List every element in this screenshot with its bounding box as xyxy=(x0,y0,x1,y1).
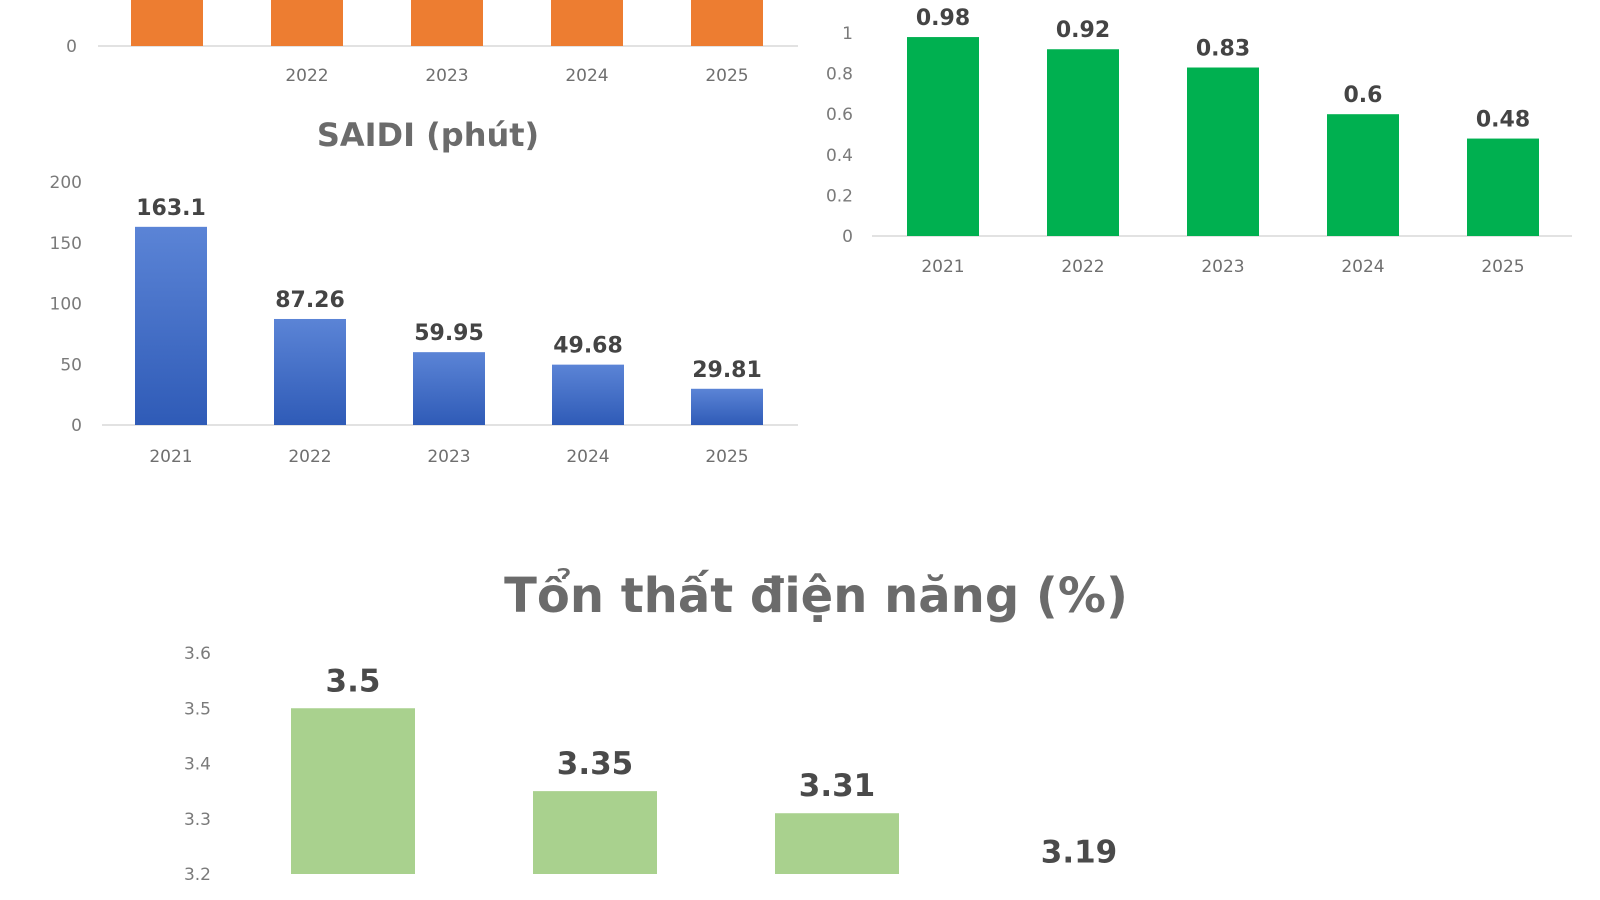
loss-y-tick: 3.5 xyxy=(184,699,211,719)
saidi-data-label: 163.1 xyxy=(136,196,206,221)
green-bar xyxy=(907,37,979,237)
saidi-bar xyxy=(691,388,763,425)
green-x-tick: 2021 xyxy=(921,257,964,277)
saidi-data-label: 49.68 xyxy=(553,334,623,359)
loss-y-tick: 3.3 xyxy=(184,810,211,830)
saidi-y-tick: 50 xyxy=(60,355,82,375)
saidi-data-label: 59.95 xyxy=(414,321,484,346)
orange-x-tick: 2023 xyxy=(425,66,468,86)
loss-data-label: 3.31 xyxy=(799,768,876,804)
orange-bar xyxy=(551,0,623,46)
loss-y-tick: 3.4 xyxy=(184,755,211,775)
saidi-x-tick: 2025 xyxy=(705,447,748,467)
green-data-label: 0.98 xyxy=(916,6,970,31)
saidi-bar xyxy=(552,364,624,425)
saidi-bar-chart: 0 50 100 150 200 163.1 2021 87.26 2022 59.95 2023 4… xyxy=(50,173,798,467)
saidi-y-tick: 200 xyxy=(50,173,82,193)
orange-bar-chart: 0 2022 2023 2024 2025 xyxy=(66,0,798,86)
green-bar xyxy=(1467,138,1539,236)
green-y-tick: 0.4 xyxy=(826,146,853,166)
saidi-y-tick: 0 xyxy=(71,416,82,436)
orange-bar xyxy=(411,0,483,46)
loss-data-label: 3.19 xyxy=(1041,835,1118,871)
saidi-x-tick: 2021 xyxy=(149,447,192,467)
green-data-label: 0.92 xyxy=(1056,18,1110,43)
orange-x-tick: 2022 xyxy=(285,66,328,86)
orange-y-tick: 0 xyxy=(66,37,77,57)
loss-bar xyxy=(291,708,415,874)
loss-bar xyxy=(775,813,899,874)
saidi-bar xyxy=(413,352,485,425)
saidi-data-label: 29.81 xyxy=(692,358,762,383)
green-bar xyxy=(1327,114,1399,236)
loss-bar xyxy=(533,791,657,874)
loss-chart-title: Tổn thất điện năng (%) xyxy=(504,568,1128,624)
saidi-chart-title: SAIDI (phút) xyxy=(317,116,539,154)
loss-data-label: 3.5 xyxy=(326,663,381,699)
green-x-tick: 2024 xyxy=(1341,257,1384,277)
loss-y-tick: 3.2 xyxy=(184,865,211,885)
green-data-label: 0.48 xyxy=(1476,108,1530,133)
saidi-x-tick: 2022 xyxy=(288,447,331,467)
green-bar xyxy=(1047,49,1119,236)
orange-bar xyxy=(691,0,763,46)
orange-bar xyxy=(271,0,343,46)
green-bar-chart: 0 0.2 0.4 0.6 0.8 1 0.98 2021 0.92 2022 0.83 2023 0.… xyxy=(826,6,1572,277)
green-data-label: 0.6 xyxy=(1344,83,1383,108)
saidi-y-tick: 100 xyxy=(50,295,82,315)
green-x-tick: 2025 xyxy=(1481,257,1524,277)
green-y-tick: 0.2 xyxy=(826,186,853,206)
saidi-x-tick: 2024 xyxy=(566,447,609,467)
saidi-y-tick: 150 xyxy=(50,234,82,254)
saidi-data-label: 87.26 xyxy=(275,288,345,313)
orange-x-tick: 2024 xyxy=(565,66,608,86)
green-y-tick: 0 xyxy=(842,227,853,247)
green-bar xyxy=(1187,67,1259,236)
green-x-tick: 2022 xyxy=(1061,257,1104,277)
saidi-x-tick: 2023 xyxy=(427,447,470,467)
green-y-tick: 0.8 xyxy=(826,65,853,85)
green-y-tick: 0.6 xyxy=(826,105,853,125)
saidi-bar xyxy=(135,226,207,425)
loss-bar-chart: 3.23.33.43.53.63.53.353.313.193.07 xyxy=(184,644,1118,885)
orange-x-tick: 2025 xyxy=(705,66,748,86)
green-x-tick: 2023 xyxy=(1201,257,1244,277)
orange-bar xyxy=(131,0,203,46)
saidi-bar xyxy=(274,318,346,425)
green-y-tick: 1 xyxy=(842,24,853,44)
loss-data-label: 3.35 xyxy=(557,746,634,782)
loss-y-tick: 3.6 xyxy=(184,644,211,664)
green-data-label: 0.83 xyxy=(1196,37,1250,62)
